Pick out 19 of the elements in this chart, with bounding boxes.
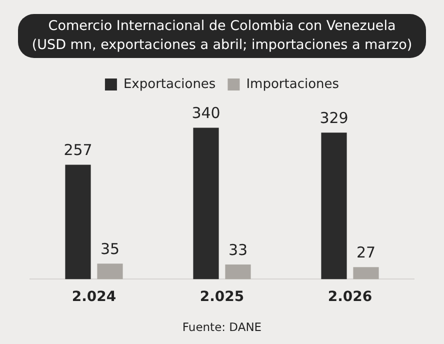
bar [65,164,91,280]
data-label: 27 [356,244,376,262]
data-label: 33 [228,240,248,259]
bar [225,264,251,280]
legend-label: Importaciones [246,76,340,92]
x-tick-label: 2.024 [72,289,116,306]
legend-label: Exportaciones [123,76,216,92]
data-label: 257 [64,141,92,160]
source-note: Fuente: DANE [181,320,263,334]
bar [193,128,219,280]
chart-title: Comercio Internacional de Colombia con Venezuela (USD mn, exportaciones a abril; importaciones a marzo) [18,17,426,55]
bar [321,132,347,280]
data-label: 340 [192,104,220,122]
bar [97,264,123,280]
x-tick-label: 2.025 [200,289,244,306]
data-label: 329 [320,109,348,128]
bar [353,267,379,280]
data-label: 35 [100,240,120,258]
x-tick-label: 2.026 [328,289,372,306]
